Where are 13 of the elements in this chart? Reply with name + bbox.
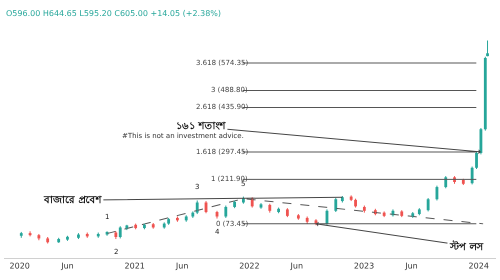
annotation: বাজারে প্রবেশ (43, 195, 102, 206)
x-tick-label: Jun (60, 262, 74, 271)
x-tick-label: 2021 (124, 262, 145, 271)
x-tick-label: Jun (404, 262, 418, 271)
x-tick-label: 2020 (10, 262, 30, 271)
text: O596.00 H644.65 L595.20 C605.00 +14.05 (+2.38%) (6, 9, 222, 18)
annotation: স্টপ লস (449, 239, 484, 253)
x-tick-label: 2024 (468, 262, 489, 271)
x-tick-label: Jun (290, 262, 304, 271)
x-tick-label: Jun (174, 262, 188, 271)
annotation: ১৬১ শতাংশ (176, 121, 226, 132)
x-tick-label: 2022 (239, 262, 260, 271)
x-tick-label: 2023 (354, 262, 374, 271)
